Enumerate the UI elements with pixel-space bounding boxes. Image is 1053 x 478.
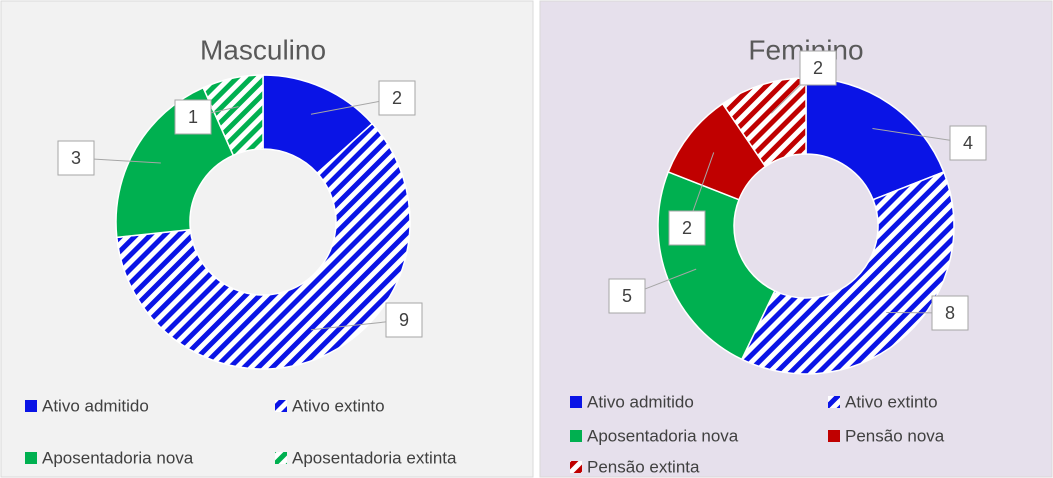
legend-label: Aposentadoria nova [42,448,194,467]
data-label: 8 [945,303,955,323]
data-label: 2 [813,58,823,78]
label-box [608,278,646,314]
label-box [668,210,706,246]
legend-swatch [275,452,287,464]
label-box [174,99,212,135]
chart-title: Masculino [200,34,326,65]
data-label: 4 [963,133,973,153]
label-box [949,125,987,161]
legend-label: Ativo extinto [292,396,385,415]
data-label: 2 [392,88,402,108]
label-box [931,295,969,331]
data-label: 5 [622,286,632,306]
data-label: 3 [71,148,81,168]
legend-label: Pensão nova [845,426,945,445]
label-box [385,302,423,338]
legend-label: Ativo extinto [845,392,938,411]
donut-segment [202,74,264,157]
data-label: 1 [188,107,198,127]
label-box [799,50,837,86]
legend-swatch [25,400,37,412]
legend-swatch [828,430,840,442]
legend-label: Aposentadoria extinta [292,448,457,467]
label-box [378,80,416,116]
donut-segment [805,77,945,201]
legend-swatch [570,396,582,408]
label-box [57,140,95,176]
legend-label: Ativo admitido [587,392,694,411]
legend-swatch [570,461,582,473]
donut-segment [115,122,411,370]
legend-label: Ativo admitido [42,396,149,415]
legend-label: Pensão extinta [587,457,700,476]
legend-swatch [25,452,37,464]
legend-swatch [275,400,287,412]
donut-segment [740,170,955,375]
legend-swatch [828,396,840,408]
legend-label: Aposentadoria nova [587,426,739,445]
data-label: 2 [682,218,692,238]
legend-swatch [570,430,582,442]
data-label: 9 [399,310,409,330]
